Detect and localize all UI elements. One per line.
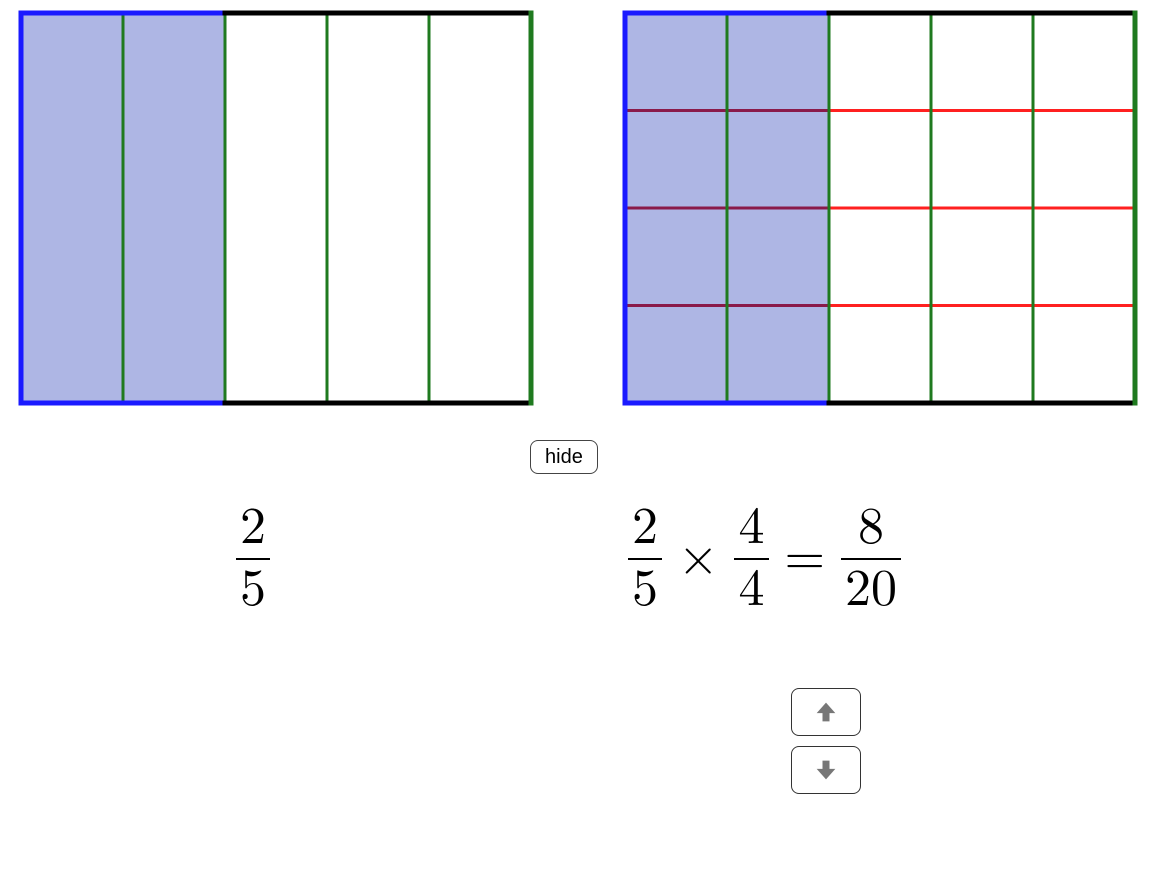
fraction-numerator: 2 [628, 502, 662, 554]
operator: × [678, 528, 718, 590]
fraction-numerator: 4 [734, 502, 768, 554]
equivalent-fraction-equation: 2 5 × 4 4 = 8 20 [628, 502, 901, 616]
fraction-denominator: 5 [628, 564, 662, 616]
increase-button[interactable] [791, 688, 861, 736]
fraction-denominator: 4 [734, 564, 768, 616]
left-fraction: 25 [236, 502, 270, 616]
fraction-numerator: 2 [236, 502, 270, 554]
fraction-denominator: 5 [236, 564, 270, 616]
fraction-model-right [620, 8, 1140, 408]
operator: = [785, 528, 825, 590]
fraction-bar [628, 558, 662, 560]
fraction-bar [734, 558, 768, 560]
fraction-denominator: 20 [841, 564, 901, 616]
arrow-down-icon [812, 756, 840, 784]
fraction-model-left [16, 8, 536, 408]
arrow-up-icon [812, 698, 840, 726]
hide-button[interactable]: hide [530, 440, 598, 474]
fraction-bar [236, 558, 270, 560]
fraction-numerator: 8 [854, 502, 888, 554]
multiplier-stepper [791, 688, 861, 794]
fraction-bar [841, 558, 901, 560]
decrease-button[interactable] [791, 746, 861, 794]
